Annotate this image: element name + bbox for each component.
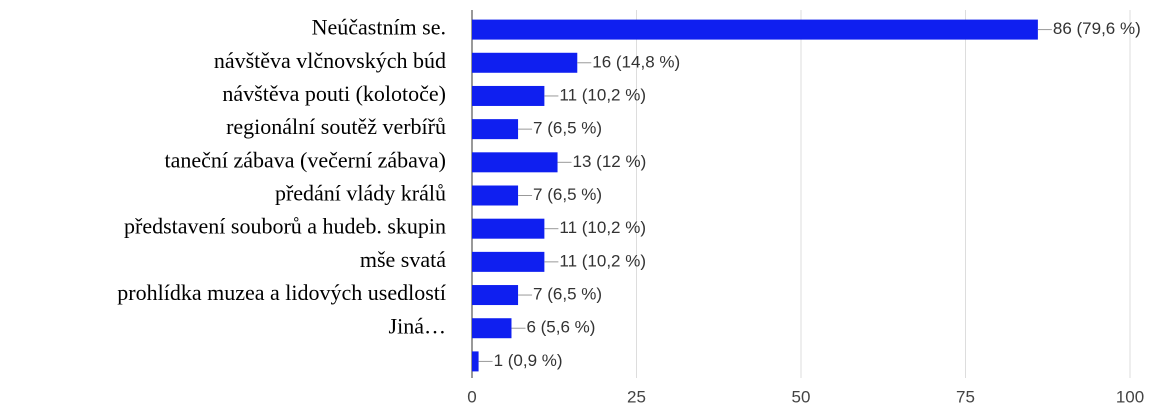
bar <box>472 152 558 173</box>
category-label: představení souborů a hudeb. skupin <box>124 214 446 239</box>
value-label: 1 (0,9 %) <box>494 351 563 370</box>
x-tick-label: 0 <box>467 387 476 406</box>
bar <box>472 119 519 140</box>
value-label: 11 (10,2 %) <box>559 218 646 237</box>
value-label: 6 (5,6 %) <box>526 318 595 337</box>
x-tick-label: 50 <box>792 387 811 406</box>
x-tick-label: 100 <box>1116 387 1144 406</box>
category-label: prohlídka muzea a lidových usedlostí <box>117 280 446 305</box>
x-tick-label: 75 <box>956 387 975 406</box>
bar <box>472 85 545 106</box>
bar <box>472 218 545 239</box>
bar <box>472 185 519 206</box>
x-tick-label: 25 <box>627 387 646 406</box>
bar <box>472 351 479 372</box>
category-label: Neúčastním se. <box>312 15 446 40</box>
value-label: 7 (6,5 %) <box>533 185 602 204</box>
bar <box>472 52 578 73</box>
value-label: 86 (79,6 %) <box>1053 19 1141 38</box>
bar <box>472 19 1038 40</box>
value-label: 11 (10,2 %) <box>559 85 646 104</box>
category-label: Jiná… <box>389 313 446 338</box>
category-label: regionální soutěž verbířů <box>226 114 446 139</box>
value-label: 7 (6,5 %) <box>533 285 602 304</box>
value-label: 11 (10,2 %) <box>559 251 646 270</box>
category-label: návštěva vlčnovských búd <box>214 48 446 73</box>
value-label: 16 (14,8 %) <box>592 52 680 71</box>
bar <box>472 251 545 272</box>
bar <box>472 318 512 339</box>
bar <box>472 285 519 306</box>
category-label: předání vlády králů <box>275 181 446 206</box>
category-label: návštěva pouti (kolotoče) <box>222 81 446 106</box>
value-label: 7 (6,5 %) <box>533 119 602 138</box>
category-label: mše svatá <box>360 247 446 272</box>
category-label: taneční zábava (večerní zábava) <box>164 147 446 172</box>
value-label: 13 (12 %) <box>573 152 647 171</box>
